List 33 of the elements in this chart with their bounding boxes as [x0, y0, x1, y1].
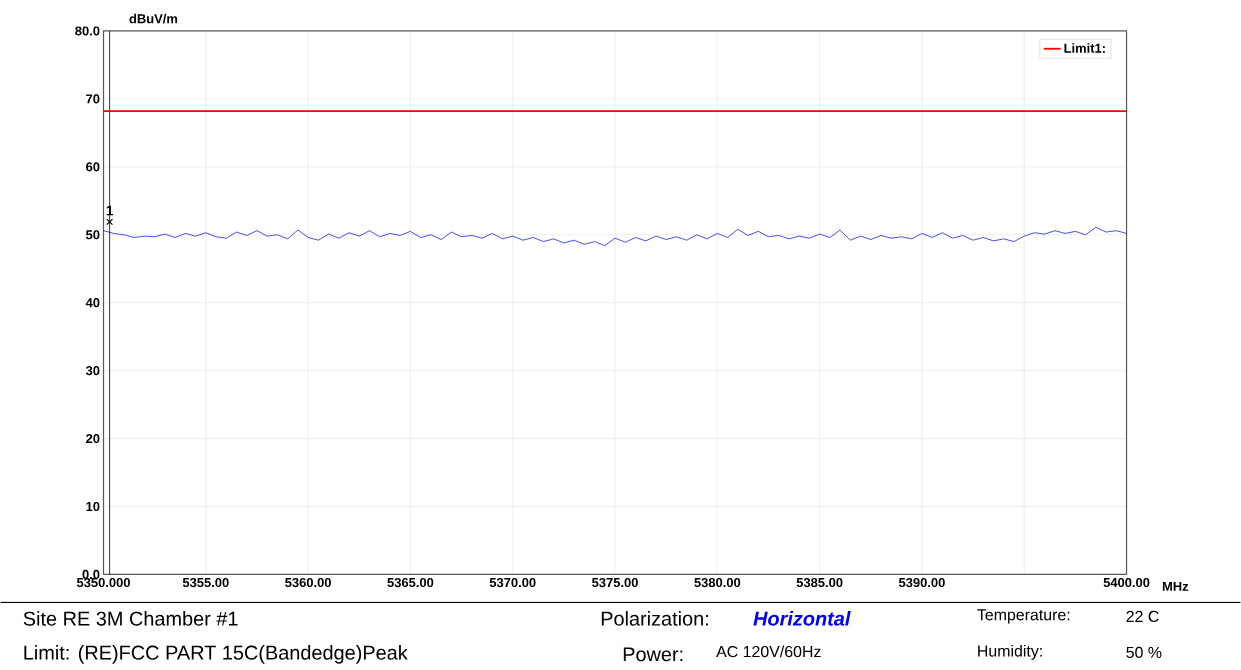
legend-label: Limit1: [1064, 43, 1105, 53]
x-tick-label: 5390.00 [898, 577, 945, 587]
text: Temperature: [977, 609, 1070, 624]
text: Power: [623, 647, 683, 662]
text: Polarization: [601, 610, 708, 626]
y-tick-label: 30 [85, 365, 100, 376]
x-tick-label: 5355.00 [182, 577, 229, 587]
text: Site RE 3M Chamber #1 [23, 610, 238, 626]
x-tick-label: 5380.00 [694, 577, 741, 587]
text: AC 120V/60Hz [716, 645, 821, 658]
y-tick-label: 20 [86, 433, 100, 443]
x-tick-label: 5375.00 [592, 577, 638, 587]
text: Humidity: [978, 644, 1042, 660]
y-tick-label: 0.0 [82, 569, 100, 579]
line-series [103, 226, 1127, 246]
x-tick-label: 5400.00 [1103, 577, 1150, 587]
y-tick-label: 10 [86, 501, 100, 511]
y-tick-label: 60 [86, 162, 100, 172]
y-tick-label: 40 [85, 297, 100, 308]
y-axis-title: dBuV/m [129, 13, 178, 24]
text: 50 % [1126, 646, 1162, 658]
y-tick-label: 80.0 [75, 26, 100, 36]
x-tick-label: 5350.000 [76, 577, 130, 587]
text: Horizontal [753, 610, 851, 626]
x-tick-label: 5370.00 [489, 577, 536, 587]
x-tick-label: 5360.00 [285, 577, 331, 587]
x-axis-title: MHz [1162, 581, 1189, 591]
text: 22 C [1126, 610, 1159, 622]
y-tick-label: 70 [86, 94, 100, 104]
x-tick-label: 5365.00 [387, 577, 434, 587]
y-tick-label: 50 [86, 230, 100, 240]
x-tick-label: 5385.00 [796, 577, 843, 587]
text: Limit: (RE)FCC PART 15C(Bandedge)Peak [24, 644, 408, 664]
